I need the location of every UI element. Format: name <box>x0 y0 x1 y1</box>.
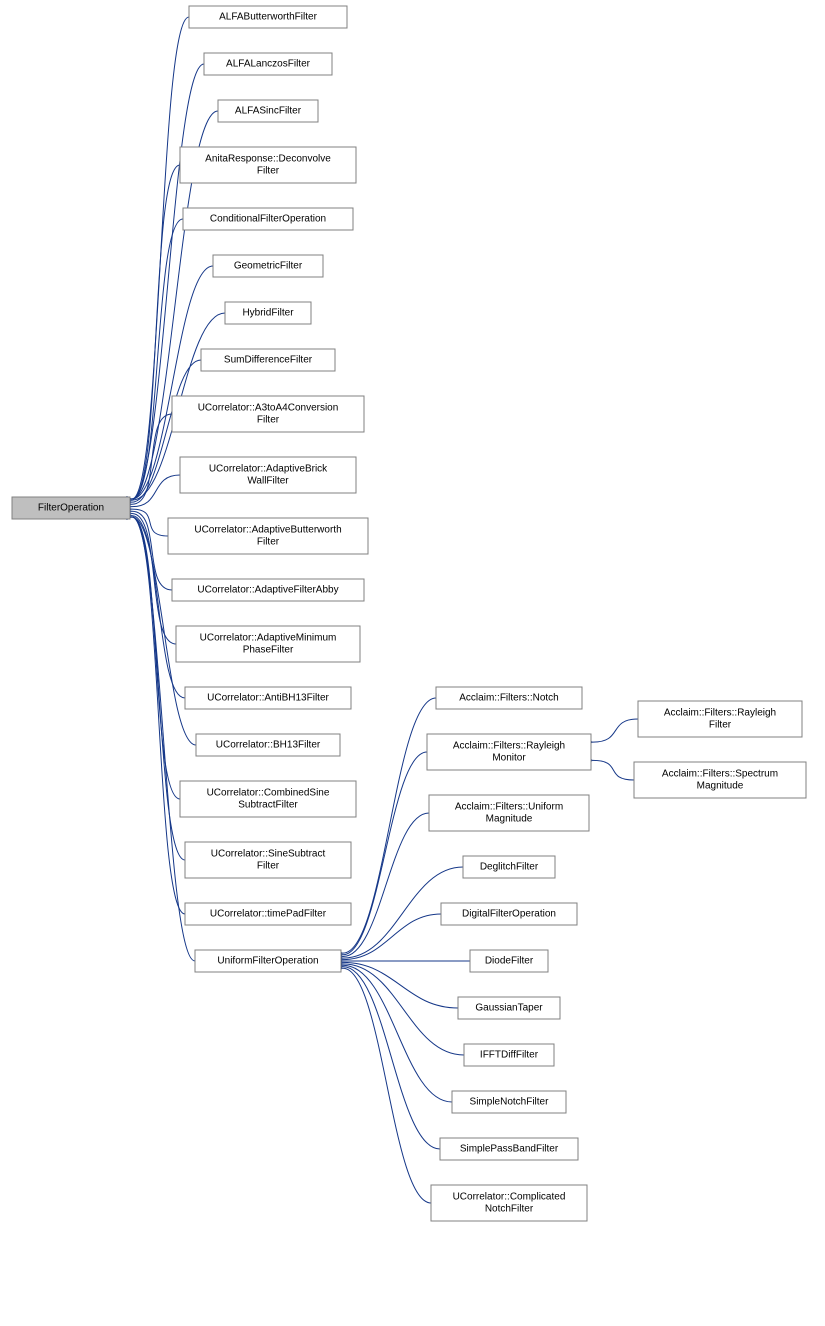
class-label: ALFASincFilter <box>235 106 302 117</box>
class-label: UCorrelator::AdaptiveBrick <box>209 464 328 475</box>
class-node[interactable]: Acclaim::Filters::Notch <box>436 687 582 709</box>
class-label: SimplePassBandFilter <box>460 1144 559 1155</box>
class-label: UniformFilterOperation <box>217 956 318 967</box>
class-label: Filter <box>257 166 280 177</box>
class-label: Magnitude <box>486 814 533 825</box>
class-node[interactable]: FilterOperation <box>12 497 130 519</box>
class-node[interactable]: UCorrelator::timePadFilter <box>185 903 351 925</box>
class-label: SumDifferenceFilter <box>224 355 313 366</box>
class-label: UCorrelator::A3toA4Conversion <box>198 403 339 414</box>
class-label: Acclaim::Filters::Rayleigh <box>453 741 565 752</box>
class-label: UCorrelator::AdaptiveButterworth <box>194 525 341 536</box>
class-node[interactable]: DigitalFilterOperation <box>441 903 577 925</box>
edge <box>132 517 185 860</box>
class-label: AnitaResponse::Deconvolve <box>205 154 331 165</box>
edge <box>343 968 431 1203</box>
class-node[interactable]: ALFALanczosFilter <box>204 53 332 75</box>
class-label: Filter <box>257 537 280 548</box>
inheritance-diagram: FilterOperation ALFAButterworthFilter ALFA… <box>0 0 825 1326</box>
class-label: Magnitude <box>697 781 744 792</box>
class-label: NotchFilter <box>485 1204 534 1215</box>
class-node[interactable]: UCorrelator::BH13Filter <box>196 734 340 756</box>
class-node[interactable]: DeglitchFilter <box>463 856 555 878</box>
class-label: FilterOperation <box>38 503 104 514</box>
class-label: DiodeFilter <box>485 956 534 967</box>
class-label: Monitor <box>492 753 526 764</box>
class-label: WallFilter <box>247 476 289 487</box>
class-label: GaussianTaper <box>475 1003 543 1014</box>
class-label: PhaseFilter <box>243 645 294 656</box>
edge <box>132 219 183 499</box>
class-node[interactable]: Acclaim::Filters::SpectrumMagnitude <box>634 762 806 798</box>
class-label: DeglitchFilter <box>480 862 539 873</box>
class-node[interactable]: GaussianTaper <box>458 997 560 1019</box>
class-node[interactable]: SimpleNotchFilter <box>452 1091 566 1113</box>
class-node[interactable]: UCorrelator::CombinedSineSubtractFilter <box>180 781 356 817</box>
class-node[interactable]: UniformFilterOperation <box>195 950 341 972</box>
class-label: Filter <box>257 415 280 426</box>
class-node[interactable]: UCorrelator::ComplicatedNotchFilter <box>431 1185 587 1221</box>
class-node[interactable]: UCorrelator::AdaptiveBrickWallFilter <box>180 457 356 493</box>
class-label: Filter <box>257 861 280 872</box>
class-node[interactable]: UCorrelator::SineSubtractFilter <box>185 842 351 878</box>
edge <box>593 719 638 742</box>
class-node[interactable]: ALFAButterworthFilter <box>189 6 347 28</box>
class-label: UCorrelator::AntiBH13Filter <box>207 693 329 704</box>
class-label: Acclaim::Filters::Rayleigh <box>664 708 776 719</box>
class-label: Filter <box>709 720 732 731</box>
edge <box>132 64 204 499</box>
class-label: ConditionalFilterOperation <box>210 214 326 225</box>
class-node[interactable]: AnitaResponse::DeconvolveFilter <box>180 147 356 183</box>
class-label: UCorrelator::timePadFilter <box>210 909 327 920</box>
class-node[interactable]: SimplePassBandFilter <box>440 1138 578 1160</box>
class-node[interactable]: Acclaim::Filters::UniformMagnitude <box>429 795 589 831</box>
class-node[interactable]: UCorrelator::AdaptiveFilterAbby <box>172 579 364 601</box>
class-label: HybridFilter <box>242 308 294 319</box>
class-label: UCorrelator::AdaptiveMinimum <box>200 633 337 644</box>
edge <box>343 965 452 1102</box>
class-label: Acclaim::Filters::Spectrum <box>662 769 778 780</box>
class-label: UCorrelator::AdaptiveFilterAbby <box>197 585 338 596</box>
class-label: SimpleNotchFilter <box>470 1097 550 1108</box>
class-label: UCorrelator::SineSubtract <box>211 849 326 860</box>
edge <box>132 165 180 499</box>
edge <box>343 914 441 960</box>
class-node[interactable]: Acclaim::Filters::RayleighFilter <box>638 701 802 737</box>
class-label: IFFTDiffFilter <box>480 1050 539 1061</box>
class-label: Acclaim::Filters::Notch <box>459 693 558 704</box>
class-node[interactable]: GeometricFilter <box>213 255 323 277</box>
edge <box>343 698 436 953</box>
class-node[interactable]: IFFTDiffFilter <box>464 1044 554 1066</box>
class-label: ALFALanczosFilter <box>226 59 311 70</box>
class-label: ALFAButterworthFilter <box>219 12 317 23</box>
edge <box>343 964 464 1055</box>
class-node[interactable]: UCorrelator::AntiBH13Filter <box>185 687 351 709</box>
class-label: UCorrelator::BH13Filter <box>216 740 321 751</box>
edge <box>593 760 634 780</box>
class-node[interactable]: UCorrelator::AdaptiveMinimumPhaseFilter <box>176 626 360 662</box>
class-label: SubtractFilter <box>238 800 298 811</box>
class-node[interactable]: ConditionalFilterOperation <box>183 208 353 230</box>
class-label: UCorrelator::Complicated <box>453 1192 566 1203</box>
class-label: DigitalFilterOperation <box>462 909 556 920</box>
edge <box>132 517 185 914</box>
class-label: GeometricFilter <box>234 261 303 272</box>
class-node[interactable]: HybridFilter <box>225 302 311 324</box>
class-node[interactable]: ALFASincFilter <box>218 100 318 122</box>
class-node[interactable]: Acclaim::Filters::RayleighMonitor <box>427 734 591 770</box>
class-node[interactable]: DiodeFilter <box>470 950 548 972</box>
class-label: UCorrelator::CombinedSine <box>207 788 330 799</box>
class-label: Acclaim::Filters::Uniform <box>455 802 563 813</box>
class-node[interactable]: UCorrelator::A3toA4ConversionFilter <box>172 396 364 432</box>
class-node[interactable]: SumDifferenceFilter <box>201 349 335 371</box>
class-node[interactable]: UCorrelator::AdaptiveButterworthFilter <box>168 518 368 554</box>
